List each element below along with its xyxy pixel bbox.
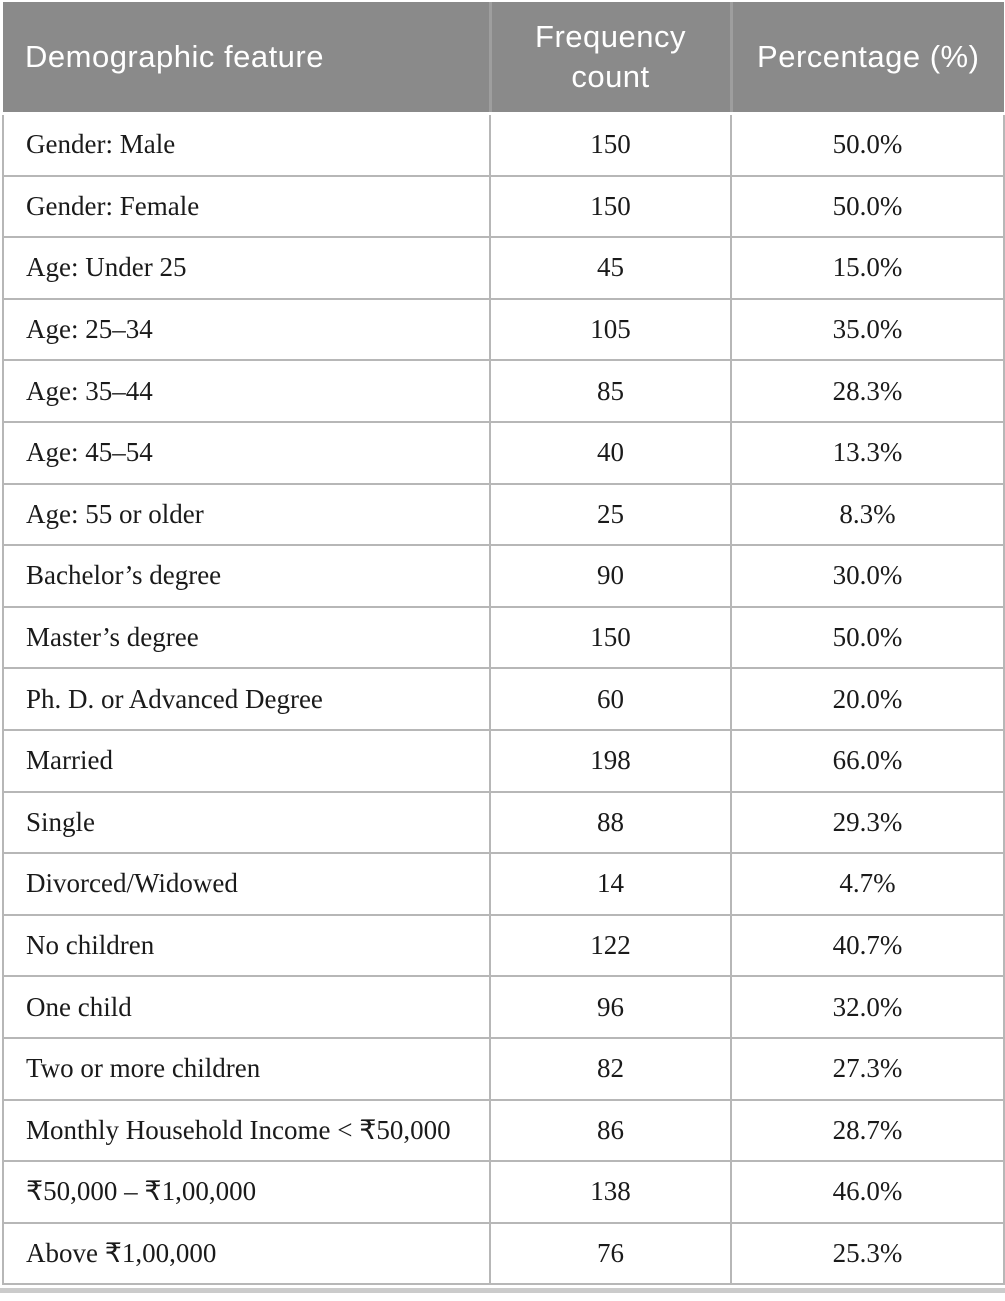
- feature-cell: Married: [2, 729, 491, 793]
- percentage-cell: 50.0%: [730, 606, 1005, 670]
- table-row: Married 198 66.0%: [2, 729, 1005, 793]
- percentage-cell: 28.3%: [730, 360, 1005, 423]
- table-bottom-rule: [0, 1288, 1005, 1294]
- table-row: Single 88 29.3%: [2, 791, 1005, 855]
- feature-cell: Master’s degree: [2, 606, 491, 670]
- count-cell: 88: [489, 791, 732, 855]
- table-row: Two or more children 82 27.3%: [2, 1037, 1005, 1101]
- count-cell: 90: [489, 545, 732, 608]
- percentage-cell: 15.0%: [730, 237, 1005, 300]
- count-cell: 82: [489, 1037, 732, 1101]
- percentage-cell: 50.0%: [730, 112, 1005, 177]
- feature-cell: Age: Under 25: [2, 237, 491, 300]
- column-header-demographic-feature: Demographic feature: [3, 2, 490, 115]
- table-body: Gender: Male 150 50.0% Gender: Female 15…: [2, 112, 1005, 1286]
- percentage-cell: 50.0%: [730, 175, 1005, 239]
- percentage-cell: 20.0%: [730, 668, 1005, 731]
- table-row: ₹50,000 – ₹1,00,000 138 46.0%: [2, 1161, 1005, 1224]
- percentage-cell: 4.7%: [730, 853, 1005, 916]
- count-cell: 86: [489, 1099, 732, 1163]
- count-cell: 40: [489, 421, 732, 485]
- count-cell: 45: [489, 237, 732, 300]
- table-row: Age: 25–34 105 35.0%: [2, 298, 1005, 362]
- feature-cell: No children: [2, 914, 491, 978]
- feature-cell: Monthly Household Income < ₹50,000: [2, 1099, 491, 1163]
- percentage-cell: 30.0%: [730, 545, 1005, 608]
- percentage-cell: 28.7%: [730, 1099, 1005, 1163]
- percentage-cell: 8.3%: [730, 483, 1005, 547]
- count-cell: 14: [489, 853, 732, 916]
- percentage-cell: 25.3%: [730, 1222, 1005, 1286]
- column-header-frequency-count: Frequency count: [488, 2, 731, 115]
- count-cell: 85: [489, 360, 732, 423]
- percentage-cell: 66.0%: [730, 729, 1005, 793]
- table-row: Divorced/Widowed 14 4.7%: [2, 853, 1005, 916]
- count-cell: 150: [489, 112, 732, 177]
- feature-cell: Age: 35–44: [2, 360, 491, 423]
- table-row: Gender: Female 150 50.0%: [2, 175, 1005, 239]
- table-row: Monthly Household Income < ₹50,000 86 28…: [2, 1099, 1005, 1163]
- table-row: Bachelor’s degree 90 30.0%: [2, 545, 1005, 608]
- percentage-cell: 32.0%: [730, 976, 1005, 1039]
- feature-cell: Single: [2, 791, 491, 855]
- percentage-cell: 46.0%: [730, 1161, 1005, 1224]
- count-cell: 76: [489, 1222, 732, 1286]
- count-cell: 150: [489, 606, 732, 670]
- table-row: Age: Under 25 45 15.0%: [2, 237, 1005, 300]
- count-cell: 96: [489, 976, 732, 1039]
- feature-cell: Two or more children: [2, 1037, 491, 1101]
- table-row: One child 96 32.0%: [2, 976, 1005, 1039]
- table-header: Demographic feature Frequency count Perc…: [3, 2, 1004, 115]
- count-cell: 60: [489, 668, 732, 731]
- feature-cell: Gender: Female: [2, 175, 491, 239]
- percentage-cell: 35.0%: [730, 298, 1005, 362]
- table-row: Master’s degree 150 50.0%: [2, 606, 1005, 670]
- feature-cell: Bachelor’s degree: [2, 545, 491, 608]
- feature-cell: Age: 55 or older: [2, 483, 491, 547]
- count-cell: 105: [489, 298, 732, 362]
- percentage-cell: 27.3%: [730, 1037, 1005, 1101]
- table-row: Age: 55 or older 25 8.3%: [2, 483, 1005, 547]
- header-row: Demographic feature Frequency count Perc…: [3, 2, 1004, 115]
- percentage-cell: 29.3%: [730, 791, 1005, 855]
- table-row: Age: 45–54 40 13.3%: [2, 421, 1005, 485]
- table-row: Above ₹1,00,000 76 25.3%: [2, 1222, 1005, 1286]
- table-row: No children 122 40.7%: [2, 914, 1005, 978]
- count-cell: 25: [489, 483, 732, 547]
- count-cell: 150: [489, 175, 732, 239]
- table-row: Ph. D. or Advanced Degree 60 20.0%: [2, 668, 1005, 731]
- feature-cell: Above ₹1,00,000: [2, 1222, 491, 1286]
- percentage-cell: 40.7%: [730, 914, 1005, 978]
- table-row: Gender: Male 150 50.0%: [2, 112, 1005, 177]
- column-header-percentage: Percentage (%): [729, 2, 1004, 115]
- feature-cell: Age: 25–34: [2, 298, 491, 362]
- feature-cell: Divorced/Widowed: [2, 853, 491, 916]
- feature-cell: ₹50,000 – ₹1,00,000: [2, 1161, 491, 1224]
- feature-cell: Ph. D. or Advanced Degree: [2, 668, 491, 731]
- count-cell: 122: [489, 914, 732, 978]
- feature-cell: Gender: Male: [2, 112, 491, 177]
- count-cell: 138: [489, 1161, 732, 1224]
- count-cell: 198: [489, 729, 732, 793]
- table-row: Age: 35–44 85 28.3%: [2, 360, 1005, 423]
- feature-cell: Age: 45–54: [2, 421, 491, 485]
- percentage-cell: 13.3%: [730, 421, 1005, 485]
- feature-cell: One child: [2, 976, 491, 1039]
